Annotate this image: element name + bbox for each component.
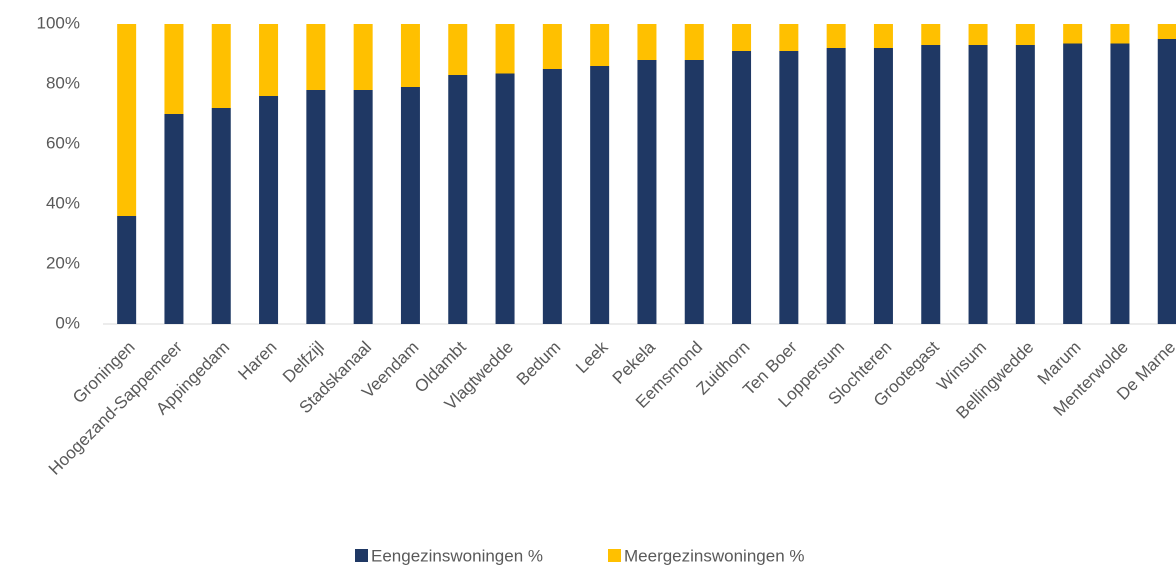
bar-segment [353, 90, 373, 324]
bar-segment [732, 24, 752, 51]
bar-segment [448, 24, 468, 75]
bar-segment [164, 114, 184, 324]
bar-segment [400, 87, 420, 324]
bar-segment [732, 51, 752, 324]
bar-segment [1063, 24, 1083, 44]
bar-segment [306, 24, 326, 90]
y-tick-label: 20% [46, 253, 80, 272]
bar-segment [921, 24, 941, 45]
bar-segment [968, 24, 988, 45]
bar-segment [921, 45, 941, 324]
bar-segment [164, 24, 184, 114]
legend-label: Meergezinswoningen % [624, 546, 805, 565]
bar-segment [353, 24, 373, 90]
bar-segment [684, 24, 704, 60]
bar-segment [590, 24, 610, 66]
y-tick-label: 40% [46, 193, 80, 212]
bar-segment [542, 24, 562, 69]
y-tick-label: 0% [55, 313, 80, 332]
bar-segment [968, 45, 988, 324]
y-tick-label: 80% [46, 73, 80, 92]
bar-segment [259, 24, 279, 96]
bar-segment [306, 90, 326, 324]
bar-segment [1110, 43, 1130, 324]
bar-segment [1157, 24, 1176, 39]
y-tick-label: 100% [37, 13, 80, 32]
bar-segment [684, 60, 704, 324]
bar-segment [826, 48, 846, 324]
bar-segment [590, 66, 610, 324]
bar-segment [117, 24, 137, 216]
y-tick-label: 60% [46, 133, 80, 152]
bar-segment [637, 24, 657, 60]
bar-segment [873, 24, 893, 48]
x-tick-label: Bedum [513, 338, 565, 390]
bar-segment [779, 51, 799, 324]
bar-segment [826, 24, 846, 48]
legend-swatch [608, 549, 621, 562]
x-tick-label: Leek [572, 337, 612, 377]
bar-segment [637, 60, 657, 324]
bar-segment [400, 24, 420, 87]
legend-label: Eengezinswoningen % [371, 546, 543, 565]
bar-segment [117, 216, 137, 324]
legend-swatch [355, 549, 368, 562]
bar-segment [1110, 24, 1130, 44]
bar-segment [495, 73, 515, 324]
bar-segment [259, 96, 279, 324]
bar-segment [1015, 24, 1035, 45]
bar-segment [779, 24, 799, 51]
bar-segment [873, 48, 893, 324]
bar-segment [495, 24, 515, 74]
bar-segment [211, 24, 231, 108]
bar-segment [448, 75, 468, 324]
bar-segment [1063, 43, 1083, 324]
bar-segment [211, 108, 231, 324]
bar-segment [542, 69, 562, 324]
bar-segment [1015, 45, 1035, 324]
bar-segment [1157, 39, 1176, 324]
x-tick-label: Haren [234, 338, 280, 384]
